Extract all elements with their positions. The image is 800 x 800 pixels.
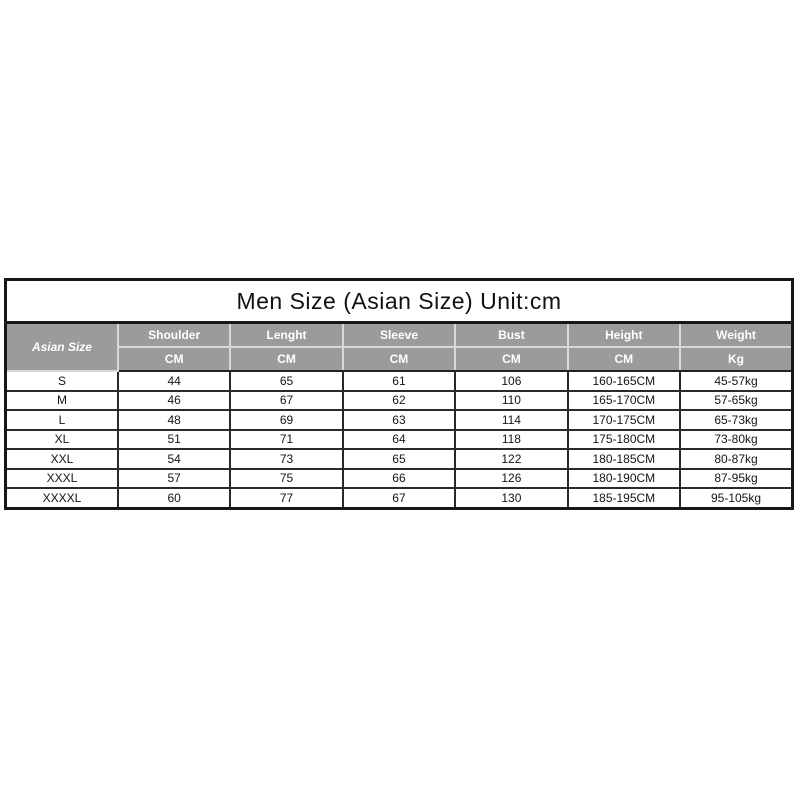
- size-cell: XXXXL: [4, 487, 119, 509]
- title-row: Men Size (Asian Size) Unit:cm: [5, 279, 793, 324]
- size-cell: XXXL: [4, 467, 119, 489]
- value-cell: 71: [229, 428, 344, 450]
- value-cell: 57-65kg: [679, 389, 794, 411]
- column-header-weight: Weight: [679, 321, 794, 348]
- value-cell: 44: [116, 370, 232, 392]
- size-cell: XXL: [4, 448, 119, 470]
- value-cell: 66: [341, 467, 457, 489]
- value-cell: 118: [454, 428, 569, 450]
- value-cell: 67: [229, 389, 344, 411]
- value-cell: 69: [229, 409, 344, 431]
- value-cell: 122: [454, 448, 569, 470]
- table-row: M 46 67 62 110 165-170CM 57-65kg: [4, 389, 794, 411]
- unit-header-sleeve: CM: [341, 346, 457, 372]
- value-cell: 45-57kg: [679, 370, 794, 392]
- value-cell: 80-87kg: [679, 448, 794, 470]
- value-cell: 175-180CM: [566, 428, 682, 450]
- value-cell: 73: [229, 448, 344, 470]
- column-header-bust: Bust: [454, 321, 569, 348]
- value-cell: 165-170CM: [566, 389, 682, 411]
- unit-header-weight: Kg: [679, 346, 794, 372]
- table-row: XXL 54 73 65 122 180-185CM 80-87kg: [4, 448, 794, 470]
- value-cell: 48: [116, 409, 232, 431]
- unit-header-lenght: CM: [229, 346, 344, 372]
- value-cell: 64: [341, 428, 457, 450]
- value-cell: 73-80kg: [679, 428, 794, 450]
- size-cell: L: [4, 409, 119, 431]
- size-chart-table: Men Size (Asian Size) Unit:cm Asian Size…: [4, 278, 794, 510]
- value-cell: 67: [341, 487, 457, 509]
- value-cell: 65: [229, 370, 344, 392]
- value-cell: 63: [341, 409, 457, 431]
- column-header-height: Height: [566, 321, 682, 348]
- value-cell: 95-105kg: [679, 487, 794, 509]
- column-header-sleeve: Sleeve: [341, 321, 457, 348]
- value-cell: 51: [116, 428, 232, 450]
- value-cell: 57: [116, 467, 232, 489]
- table-row: XL 51 71 64 118 175-180CM 73-80kg: [4, 428, 794, 450]
- column-header-row: Asian Size Shoulder Lenght Sleeve Bust H…: [4, 321, 794, 372]
- table-body: S 44 65 61 106 160-165CM 45-57kg M 46 67 62 110 165-…: [4, 370, 794, 509]
- column-header-shoulder: Shoulder: [116, 321, 232, 348]
- value-cell: 87-95kg: [679, 467, 794, 489]
- table-row: L 48 69 63 114 170-175CM 65-73kg: [4, 409, 794, 431]
- table-title: Men Size (Asian Size) Unit:cm: [5, 279, 793, 324]
- value-cell: 126: [454, 467, 569, 489]
- table-row: S 44 65 61 106 160-165CM 45-57kg: [4, 370, 794, 392]
- value-cell: 75: [229, 467, 344, 489]
- value-cell: 110: [454, 389, 569, 411]
- corner-header-asian-size: Asian Size: [4, 321, 119, 372]
- value-cell: 77: [229, 487, 344, 509]
- size-cell: M: [4, 389, 119, 411]
- unit-header-height: CM: [566, 346, 682, 372]
- value-cell: 185-195CM: [566, 487, 682, 509]
- size-cell: S: [4, 370, 119, 392]
- unit-header-shoulder: CM: [116, 346, 232, 372]
- value-cell: 180-185CM: [566, 448, 682, 470]
- unit-header-row: CM CM CM CM CM Kg: [6, 346, 794, 372]
- table-row: XXXL 57 75 66 126 180-190CM 87-95kg: [4, 467, 794, 489]
- value-cell: 180-190CM: [566, 467, 682, 489]
- value-cell: 62: [341, 389, 457, 411]
- table-row: XXXXL 60 77 67 130 185-195CM 95-105kg: [4, 487, 794, 509]
- value-cell: 60: [116, 487, 232, 509]
- value-cell: 106: [454, 370, 569, 392]
- value-cell: 160-165CM: [566, 370, 682, 392]
- value-cell: 130: [454, 487, 569, 509]
- value-cell: 54: [116, 448, 232, 470]
- value-cell: 46: [116, 389, 232, 411]
- value-cell: 114: [454, 409, 569, 431]
- value-cell: 61: [341, 370, 457, 392]
- value-cell: 170-175CM: [566, 409, 682, 431]
- size-cell: XL: [4, 428, 119, 450]
- unit-header-bust: CM: [454, 346, 569, 372]
- value-cell: 65-73kg: [679, 409, 794, 431]
- column-header-lenght: Lenght: [229, 321, 344, 348]
- value-cell: 65: [341, 448, 457, 470]
